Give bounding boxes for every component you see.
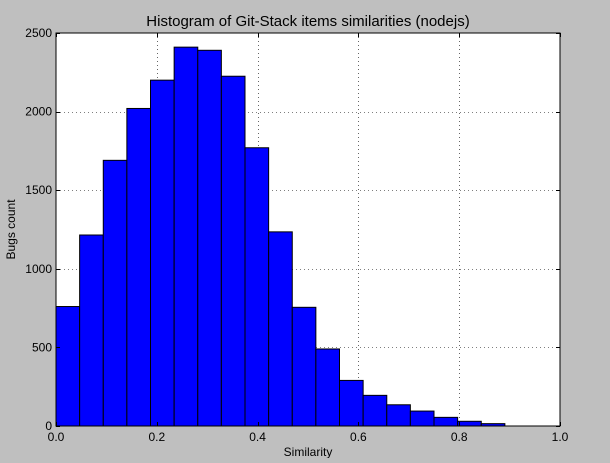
x-tick-label: 0.2 bbox=[148, 430, 165, 444]
x-tick-label: 1.0 bbox=[552, 430, 569, 444]
histogram-bar bbox=[126, 107, 151, 427]
histogram-bar bbox=[220, 75, 246, 427]
x-tick-label: 0.0 bbox=[48, 430, 65, 444]
axis-ticks bbox=[56, 33, 561, 427]
x-tick-label: 0.8 bbox=[451, 430, 468, 444]
histogram-bar bbox=[315, 348, 340, 427]
histogram-bar bbox=[339, 379, 364, 427]
y-tick-label: 2000 bbox=[25, 105, 52, 119]
histogram-bar bbox=[457, 420, 482, 427]
y-axis-label: Bugs count bbox=[4, 199, 18, 260]
histogram-bar bbox=[173, 46, 199, 427]
histogram-bar bbox=[244, 147, 270, 427]
y-tick-labels: 0 500 1000 1500 2000 2500 bbox=[25, 26, 52, 433]
histogram-bar bbox=[386, 404, 411, 427]
histogram-bar bbox=[150, 79, 175, 427]
histogram-bar bbox=[197, 49, 222, 427]
x-tick-label: 0.4 bbox=[249, 430, 266, 444]
y-tick-label: 2500 bbox=[25, 26, 52, 40]
plot-frame bbox=[55, 32, 561, 427]
histogram-bar bbox=[433, 416, 459, 427]
y-tick-label: 500 bbox=[32, 340, 52, 354]
histogram-bar bbox=[362, 394, 388, 427]
histogram-bar bbox=[268, 231, 293, 427]
chart-title: Histogram of Git-Stack items similaritie… bbox=[146, 13, 469, 30]
histogram-bars bbox=[55, 46, 506, 427]
histogram-bar bbox=[79, 234, 104, 427]
histogram-bar bbox=[55, 306, 81, 427]
y-tick-label: 1000 bbox=[25, 262, 52, 276]
x-tick-labels: 0.0 0.2 0.4 0.6 0.8 1.0 bbox=[48, 430, 569, 444]
histogram-bar bbox=[102, 159, 128, 427]
x-tick-label: 0.6 bbox=[350, 430, 367, 444]
y-tick-label: 0 bbox=[45, 419, 52, 433]
histogram-bar bbox=[291, 306, 317, 427]
y-tick-label: 1500 bbox=[25, 183, 52, 197]
x-axis-label: Similarity bbox=[284, 445, 333, 458]
histogram-bar bbox=[409, 410, 435, 427]
